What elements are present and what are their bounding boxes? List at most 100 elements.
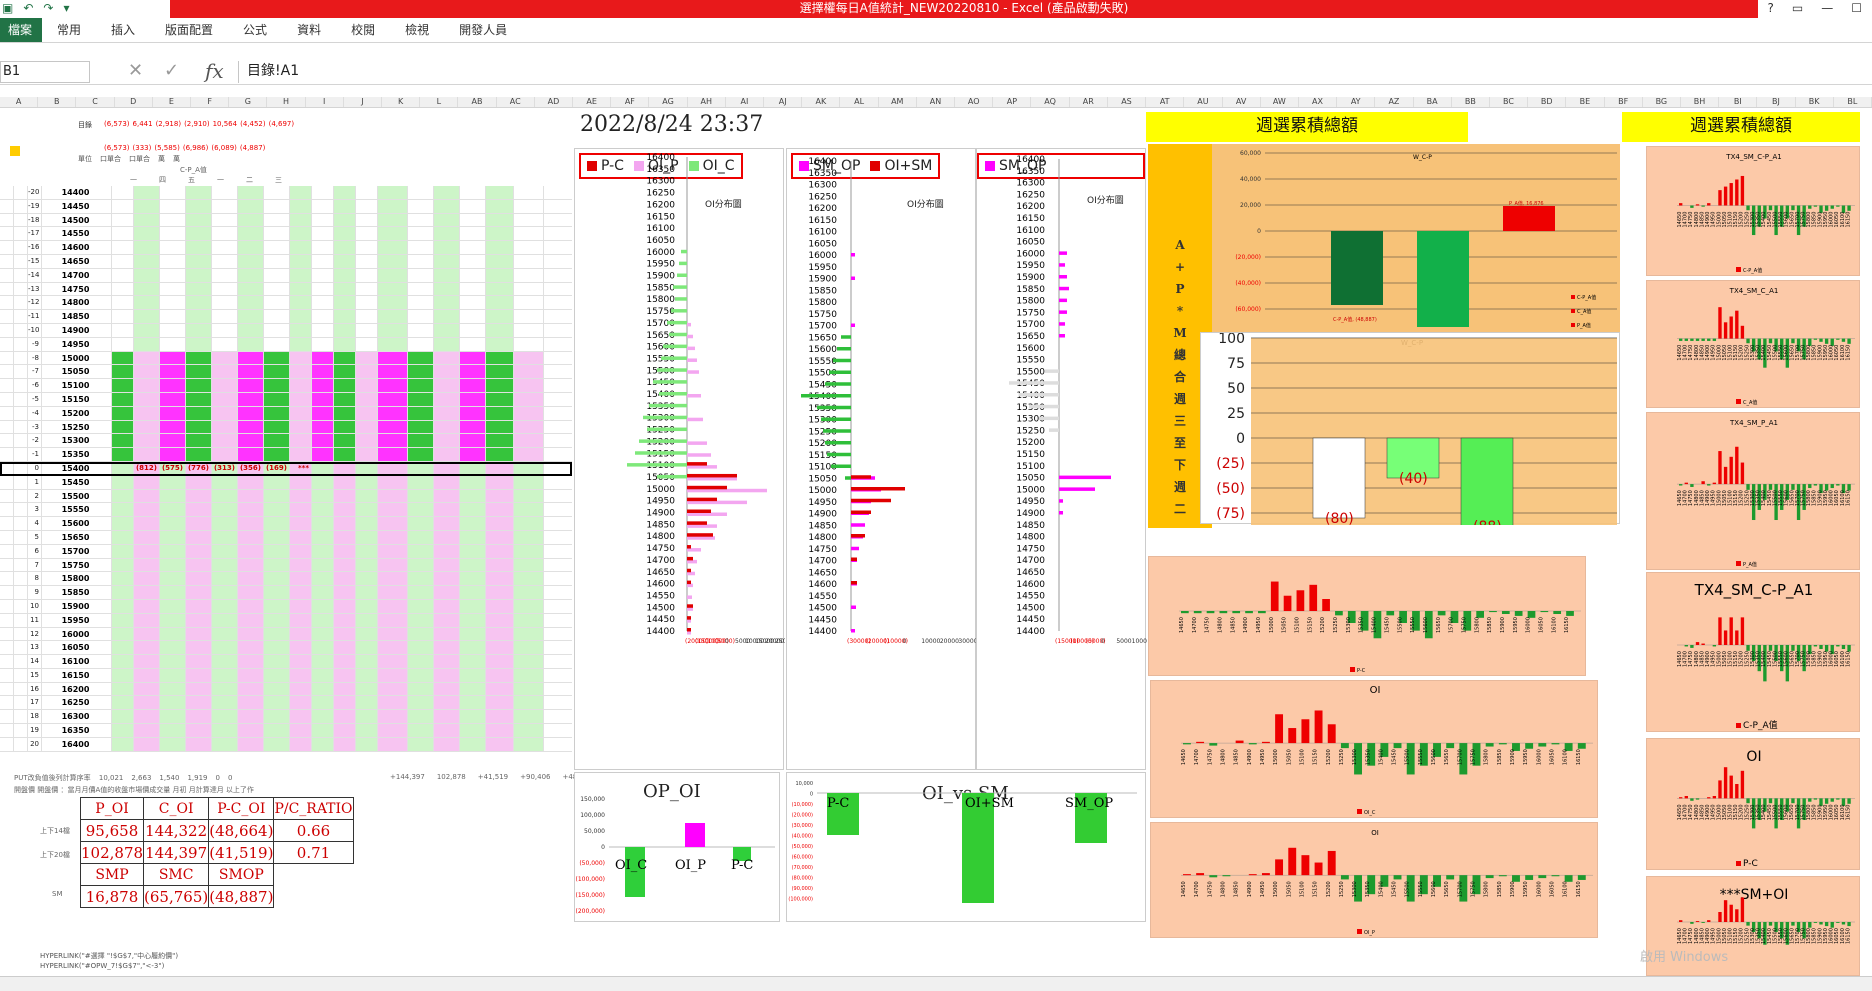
column-header[interactable]: BC <box>1490 97 1529 107</box>
column-header[interactable]: L <box>420 97 459 107</box>
value-cell[interactable] <box>134 254 160 268</box>
value-cell[interactable] <box>460 448 486 461</box>
column-header[interactable]: J <box>344 97 383 107</box>
value-cell[interactable] <box>186 544 212 558</box>
value-cell[interactable] <box>160 599 186 613</box>
value-cell[interactable] <box>334 351 356 365</box>
value-cell[interactable] <box>186 530 212 544</box>
value-cell[interactable] <box>378 434 408 448</box>
value-cell[interactable] <box>264 186 290 199</box>
value-cell[interactable] <box>264 213 290 227</box>
value-cell[interactable] <box>434 668 460 682</box>
value-cell[interactable] <box>160 710 186 724</box>
value-cell[interactable] <box>186 737 212 751</box>
value-cell[interactable] <box>238 199 264 213</box>
value-cell[interactable] <box>312 655 334 668</box>
value-cell[interactable] <box>356 655 378 668</box>
value-cell[interactable] <box>0 351 14 365</box>
value-cell[interactable] <box>238 655 264 668</box>
value-cell[interactable] <box>290 241 312 254</box>
value-cell[interactable] <box>486 392 514 406</box>
value-cell[interactable] <box>460 599 486 613</box>
value-cell[interactable] <box>160 668 186 682</box>
value-cell[interactable] <box>312 227 334 241</box>
summary-cell[interactable]: SMOP <box>208 863 275 886</box>
strike-cell[interactable]: 14800 <box>42 296 112 310</box>
value-cell[interactable] <box>408 627 434 641</box>
value-cell[interactable] <box>290 572 312 586</box>
value-cell[interactable] <box>434 420 460 434</box>
value-cell[interactable] <box>264 310 290 323</box>
value-cell[interactable] <box>160 199 186 213</box>
value-cell[interactable] <box>14 392 28 406</box>
value-cell[interactable] <box>408 724 434 737</box>
mini-chart[interactable]: OI 14650 14700 14750 14800 14850 14900 14950 150… <box>1150 680 1598 818</box>
value-cell[interactable] <box>334 668 356 682</box>
value-cell[interactable] <box>238 737 264 751</box>
value-cell[interactable] <box>264 668 290 682</box>
value-cell[interactable] <box>264 517 290 530</box>
value-cell[interactable] <box>238 337 264 351</box>
value-cell[interactable] <box>460 641 486 655</box>
value-cell[interactable] <box>186 282 212 296</box>
value-cell[interactable] <box>264 351 290 365</box>
value-cell[interactable] <box>186 613 212 627</box>
value-cell[interactable] <box>112 737 134 751</box>
value-cell[interactable] <box>334 572 356 586</box>
value-cell[interactable] <box>290 282 312 296</box>
strike-cell[interactable]: 16200 <box>42 682 112 696</box>
value-cell[interactable] <box>112 641 134 655</box>
value-cell[interactable] <box>312 503 334 517</box>
value-cell[interactable] <box>186 655 212 668</box>
value-cell[interactable] <box>460 392 486 406</box>
offset-cell[interactable]: 16 <box>28 682 42 696</box>
value-cell[interactable] <box>134 434 160 448</box>
value-cell[interactable] <box>0 475 14 489</box>
value-cell[interactable] <box>0 530 14 544</box>
value-cell[interactable] <box>14 310 28 323</box>
strike-cell[interactable]: 16100 <box>42 655 112 668</box>
value-cell[interactable] <box>312 434 334 448</box>
value-cell[interactable] <box>434 337 460 351</box>
value-cell[interactable] <box>378 641 408 655</box>
value-cell[interactable] <box>264 641 290 655</box>
ribbon-tab-0[interactable]: 檔案 <box>0 18 42 42</box>
value-cell[interactable] <box>486 199 514 213</box>
value-cell[interactable] <box>334 696 356 710</box>
value-cell[interactable] <box>112 282 134 296</box>
value-cell[interactable] <box>356 351 378 365</box>
value-cell[interactable] <box>160 586 186 599</box>
value-cell[interactable] <box>14 655 28 668</box>
column-header[interactable]: K <box>382 97 421 107</box>
offset-cell[interactable]: 20 <box>28 737 42 751</box>
value-cell[interactable] <box>378 558 408 572</box>
value-cell[interactable] <box>356 489 378 503</box>
value-cell[interactable] <box>290 613 312 627</box>
value-cell[interactable] <box>486 227 514 241</box>
oi-distribution-chart-1[interactable]: P-C OI_P OI_C OI分布圖 16400 16350 16300 16250 16… <box>574 148 785 770</box>
value-cell[interactable] <box>408 351 434 365</box>
value-cell[interactable] <box>238 503 264 517</box>
value-cell[interactable] <box>460 613 486 627</box>
value-cell[interactable] <box>212 420 238 434</box>
value-cell[interactable] <box>212 682 238 696</box>
value-cell[interactable] <box>486 572 514 586</box>
value-cell[interactable] <box>186 379 212 392</box>
w-cp-chart-2[interactable]: W_C-P1007550250(25)(50)(75)(100)(80)(40)… <box>1200 332 1620 525</box>
strike-cell[interactable]: 14500 <box>42 213 112 227</box>
value-cell[interactable] <box>14 613 28 627</box>
value-cell[interactable] <box>408 227 434 241</box>
value-cell[interactable] <box>112 199 134 213</box>
value-cell[interactable] <box>14 572 28 586</box>
value-cell[interactable] <box>160 489 186 503</box>
value-cell[interactable] <box>290 710 312 724</box>
value-cell[interactable] <box>356 392 378 406</box>
value-cell[interactable] <box>334 186 356 199</box>
value-cell[interactable] <box>112 241 134 254</box>
ribbon-tab-6[interactable]: 校閱 <box>351 23 376 37</box>
value-cell[interactable] <box>356 406 378 420</box>
strike-cell[interactable]: 15550 <box>42 503 112 517</box>
value-cell[interactable] <box>460 337 486 351</box>
value-cell[interactable] <box>434 517 460 530</box>
value-cell[interactable] <box>264 227 290 241</box>
